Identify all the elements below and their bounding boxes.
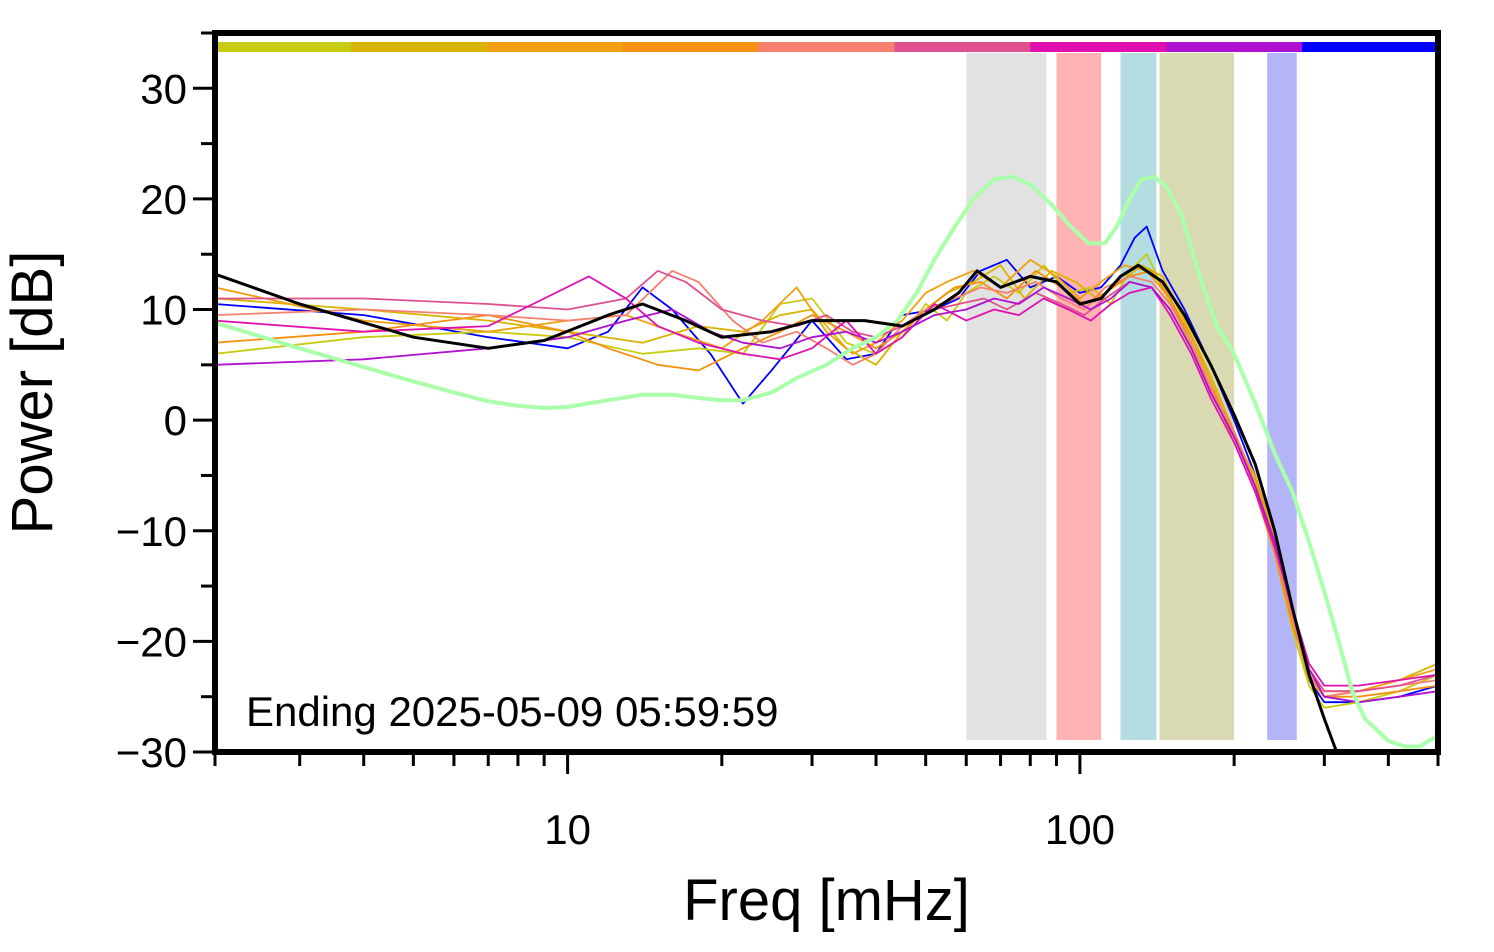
- frequency-band-5: [1267, 53, 1297, 740]
- color-bar-segment-9: [1302, 42, 1439, 52]
- y-axis-label: Power [dB]: [0, 251, 65, 535]
- color-bar-segment-6: [894, 42, 1031, 52]
- y-tick-label: 0: [164, 397, 187, 444]
- spectrum-series: [215, 174, 1438, 752]
- frequency-band-2: [1056, 53, 1102, 740]
- color-bar-segment-2: [350, 42, 488, 52]
- x-tick-label: 10: [544, 806, 591, 853]
- frequency-band-4: [1159, 53, 1235, 740]
- ending-timestamp-annotation: Ending 2025-05-09 05:59:59: [246, 688, 778, 735]
- frequency-band-3: [1120, 53, 1157, 740]
- y-tick-label: 30: [140, 65, 187, 112]
- spectrum-line-11: [215, 263, 1339, 752]
- color-bar-segment-5: [758, 42, 895, 52]
- plot-frame: [212, 30, 1441, 755]
- frequency-bands: [966, 53, 1297, 740]
- frequency-band-1: [966, 53, 1047, 740]
- y-tick-label: −10: [116, 508, 187, 555]
- color-bar-segment-8: [1166, 42, 1303, 52]
- spectrum-line-10: [215, 174, 1438, 749]
- color-bar-segment-3: [486, 42, 624, 52]
- spectrum-line-5: [215, 269, 1438, 698]
- color-bar-segment-7: [1030, 42, 1167, 52]
- y-axis: −30 −20 −10 0 10 20 30: [116, 31, 215, 776]
- time-color-bar: [215, 42, 1439, 52]
- spectrum-line-9: [215, 281, 1438, 704]
- x-axis: 10 100: [213, 752, 1440, 853]
- y-tick-label: −20: [116, 618, 187, 665]
- spectrum-line-4: [215, 258, 1438, 693]
- spectrum-line-8: [215, 275, 1438, 687]
- x-tick-label: 100: [1045, 806, 1115, 853]
- x-axis-label: Freq [mHz]: [683, 868, 970, 933]
- y-tick-label: −30: [116, 729, 187, 776]
- color-bar-segment-4: [622, 42, 760, 52]
- y-tick-label: 10: [140, 287, 187, 334]
- y-tick-label: 20: [140, 176, 187, 223]
- color-bar-segment-1: [215, 42, 352, 52]
